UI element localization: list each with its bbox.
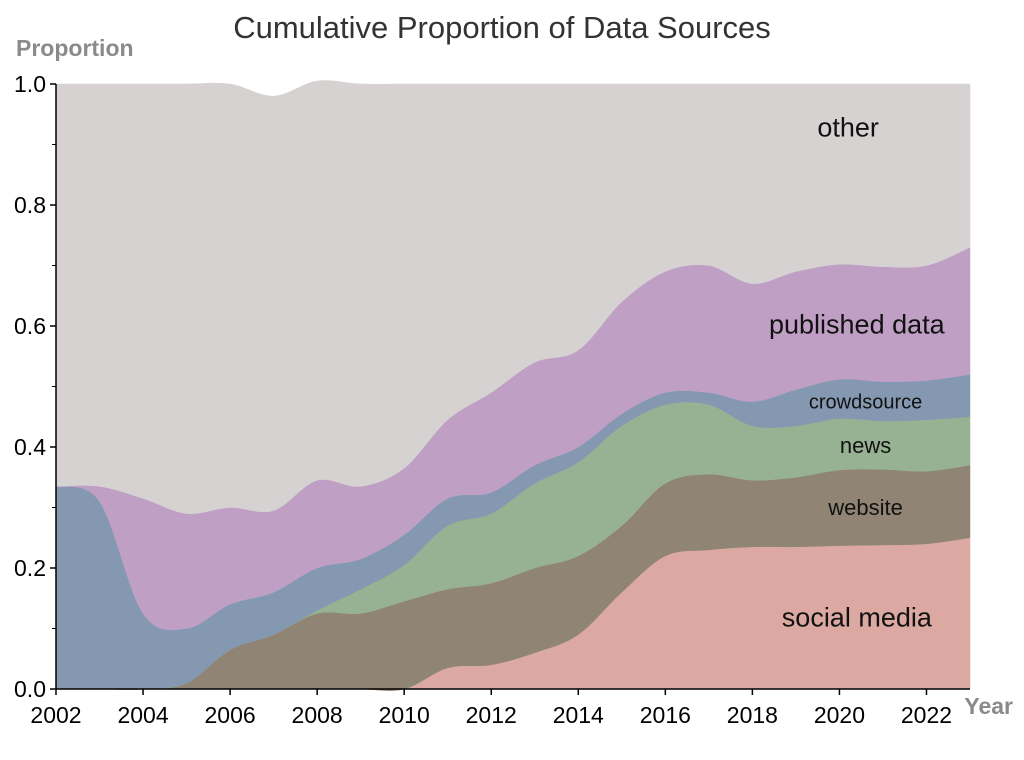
series-labels: social media website news crowdsource publis… <box>769 112 946 632</box>
x-tick-label: 2020 <box>814 702 865 728</box>
x-tick-label: 2002 <box>30 702 81 728</box>
y-tick-label: 0.6 <box>14 313 46 339</box>
x-tick-label: 2022 <box>901 702 952 728</box>
y-axis-label: Proportion <box>16 35 134 61</box>
y-tick-label: 1.0 <box>14 71 46 97</box>
y-tick-label: 0.4 <box>14 434 46 460</box>
series-label-published-data: published data <box>769 310 946 340</box>
chart-title: Cumulative Proportion of Data Sources <box>233 10 771 45</box>
x-axis-label: Year <box>964 693 1013 719</box>
series-label-social-media: social media <box>782 602 933 632</box>
y-tick-label: 0.2 <box>14 555 46 581</box>
x-tick-label: 2008 <box>292 702 343 728</box>
x-tick-label: 2004 <box>117 702 168 728</box>
y-tick-label: 0.0 <box>14 676 46 702</box>
y-tick-label: 0.8 <box>14 192 46 218</box>
x-tick-label: 2018 <box>727 702 778 728</box>
series-label-website: website <box>827 495 903 520</box>
series-label-crowdsource: crowdsource <box>809 391 922 413</box>
series-label-news: news <box>840 433 891 458</box>
series-label-other: other <box>817 112 879 142</box>
x-tick-label: 2006 <box>205 702 256 728</box>
x-tick-label: 2016 <box>640 702 691 728</box>
x-tick-label: 2010 <box>379 702 430 728</box>
x-tick-label: 2014 <box>553 702 604 728</box>
area-other <box>55 80 971 514</box>
x-tick-label: 2012 <box>466 702 517 728</box>
area-layers <box>55 80 971 691</box>
axes: 0.0 0.2 0.4 0.6 0.8 1.0 2002 2004 2006 2008 2010 20… <box>14 71 970 728</box>
